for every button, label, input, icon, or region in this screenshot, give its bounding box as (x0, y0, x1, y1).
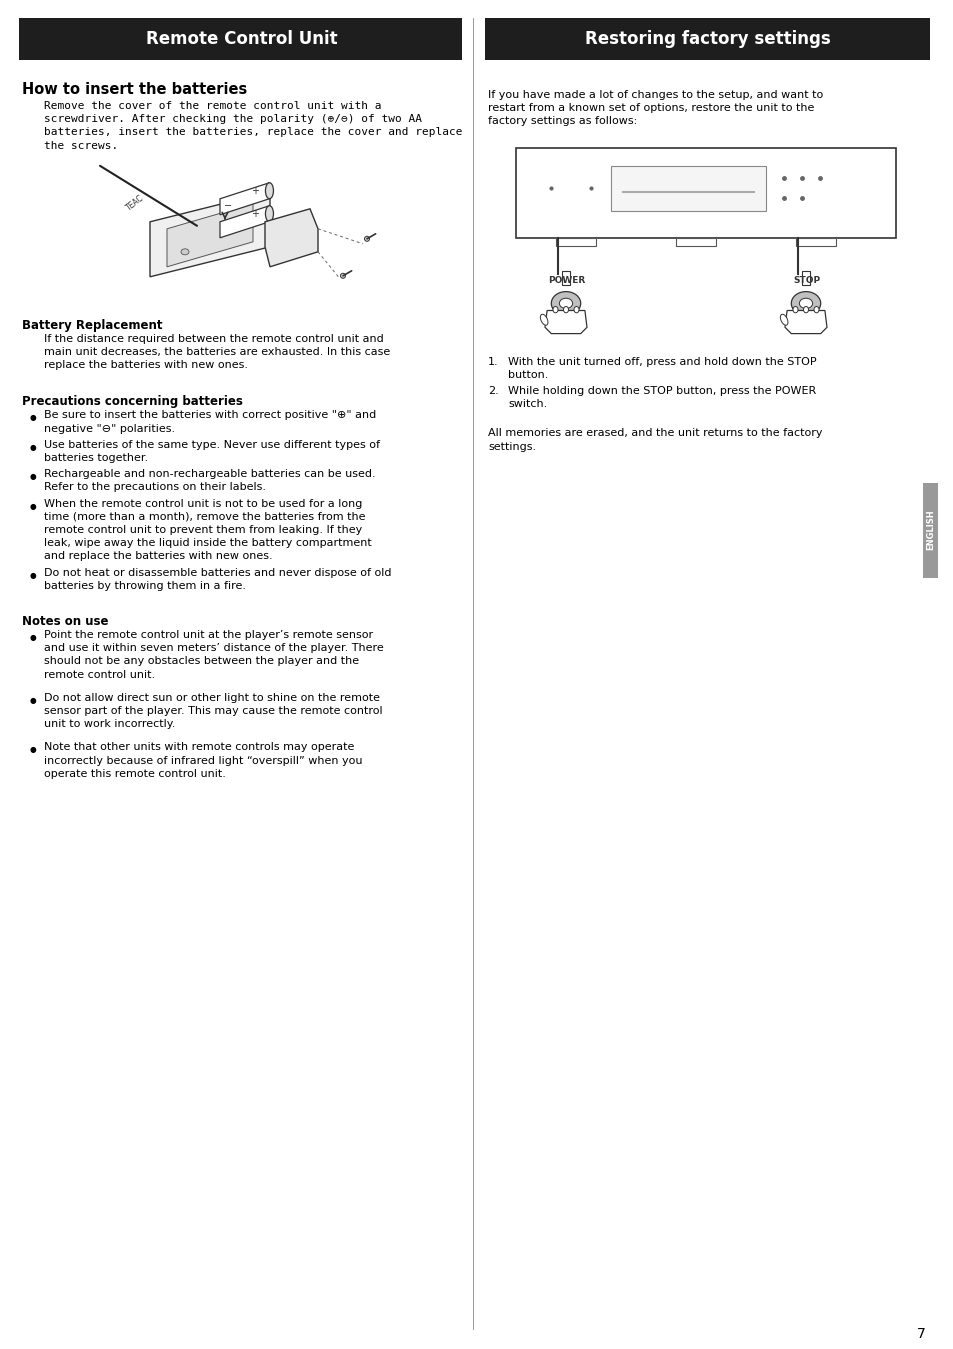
Text: batteries by throwing them in a fire.: batteries by throwing them in a fire. (44, 581, 246, 591)
Text: Do not heat or disassemble batteries and never dispose of old: Do not heat or disassemble batteries and… (44, 568, 391, 577)
Text: +: + (252, 209, 259, 219)
Text: ENGLISH: ENGLISH (925, 510, 934, 550)
Ellipse shape (181, 248, 189, 255)
Ellipse shape (265, 206, 274, 221)
Bar (516, 147, 895, 237)
Text: ●: ● (30, 746, 36, 754)
Ellipse shape (799, 298, 812, 309)
Bar (923, 483, 937, 577)
Text: Do not allow direct sun or other light to shine on the remote: Do not allow direct sun or other light t… (44, 693, 379, 703)
Text: −: − (224, 201, 232, 210)
Ellipse shape (558, 298, 572, 309)
Bar (610, 166, 765, 210)
Ellipse shape (813, 306, 819, 313)
Text: batteries, insert the batteries, replace the cover and replace: batteries, insert the batteries, replace… (44, 127, 462, 138)
Text: switch.: switch. (507, 399, 547, 409)
Text: incorrectly because of infrared light “overspill” when you: incorrectly because of infrared light “o… (44, 755, 362, 766)
Text: With the unit turned off, press and hold down the STOP: With the unit turned off, press and hold… (507, 356, 816, 367)
Text: TEAC: TEAC (125, 194, 146, 213)
Text: ●: ● (30, 696, 36, 704)
Text: ●: ● (30, 571, 36, 580)
Text: remote control unit to prevent them from leaking. If they: remote control unit to prevent them from… (44, 525, 362, 536)
Polygon shape (265, 209, 317, 267)
Ellipse shape (790, 291, 820, 316)
Bar (561, 271, 570, 285)
Ellipse shape (553, 306, 558, 313)
Ellipse shape (563, 306, 568, 313)
Bar (676, 237, 716, 246)
Ellipse shape (340, 274, 345, 278)
Text: ●: ● (30, 633, 36, 642)
Text: ●: ● (30, 413, 36, 422)
Text: Refer to the precautions on their labels.: Refer to the precautions on their labels… (44, 483, 266, 492)
Text: If the distance required between the remote control unit and: If the distance required between the rem… (44, 333, 383, 344)
Polygon shape (544, 310, 586, 333)
Ellipse shape (780, 314, 787, 325)
Text: screwdriver. After checking the polarity (⊕/⊖) of two AA: screwdriver. After checking the polarity… (44, 115, 421, 124)
Text: +: + (252, 186, 259, 196)
Polygon shape (220, 206, 269, 237)
Text: 2.: 2. (488, 386, 498, 397)
Text: POWER: POWER (547, 275, 584, 285)
Text: the screws.: the screws. (44, 140, 118, 151)
Text: Be sure to insert the batteries with correct positive "⊕" and: Be sure to insert the batteries with cor… (44, 410, 375, 421)
Text: operate this remote control unit.: operate this remote control unit. (44, 769, 226, 778)
Ellipse shape (802, 306, 808, 313)
Text: restart from a known set of options, restore the unit to the: restart from a known set of options, res… (488, 104, 814, 113)
Bar (801, 271, 809, 285)
Text: STOP: STOP (792, 275, 820, 285)
Text: When the remote control unit is not to be used for a long: When the remote control unit is not to b… (44, 499, 362, 509)
Polygon shape (167, 204, 253, 267)
Text: Rechargeable and non-rechargeable batteries can be used.: Rechargeable and non-rechargeable batter… (44, 469, 375, 479)
Text: sensor part of the player. This may cause the remote control: sensor part of the player. This may caus… (44, 706, 382, 716)
Text: replace the batteries with new ones.: replace the batteries with new ones. (44, 360, 248, 370)
Text: Use batteries of the same type. Never use different types of: Use batteries of the same type. Never us… (44, 440, 379, 449)
Ellipse shape (792, 306, 797, 313)
Text: 7: 7 (916, 1327, 925, 1341)
Text: button.: button. (507, 370, 548, 380)
Text: Restoring factory settings: Restoring factory settings (584, 30, 830, 49)
Text: remote control unit.: remote control unit. (44, 669, 155, 680)
Text: How to insert the batteries: How to insert the batteries (22, 82, 247, 97)
Ellipse shape (265, 182, 274, 198)
Text: leak, wipe away the liquid inside the battery compartment: leak, wipe away the liquid inside the ba… (44, 538, 372, 548)
Text: All memories are erased, and the unit returns to the factory: All memories are erased, and the unit re… (488, 429, 821, 438)
Polygon shape (150, 192, 270, 277)
Text: If you have made a lot of changes to the setup, and want to: If you have made a lot of changes to the… (488, 90, 822, 100)
Text: batteries together.: batteries together. (44, 453, 148, 463)
Text: While holding down the STOP button, press the POWER: While holding down the STOP button, pres… (507, 386, 816, 397)
Text: Notes on use: Notes on use (22, 615, 109, 629)
Ellipse shape (364, 236, 369, 241)
Ellipse shape (574, 306, 578, 313)
Polygon shape (220, 182, 269, 214)
Bar (19, 18, 461, 59)
Text: should not be any obstacles between the player and the: should not be any obstacles between the … (44, 657, 358, 666)
Bar (795, 237, 835, 246)
Text: and replace the batteries with new ones.: and replace the batteries with new ones. (44, 552, 273, 561)
Text: factory settings as follows:: factory settings as follows: (488, 116, 637, 127)
Ellipse shape (551, 291, 580, 316)
Text: time (more than a month), remove the batteries from the: time (more than a month), remove the bat… (44, 511, 365, 522)
Text: Battery Replacement: Battery Replacement (22, 318, 162, 332)
Text: Precautions concerning batteries: Precautions concerning batteries (22, 395, 243, 409)
Text: settings.: settings. (488, 441, 536, 452)
Text: Note that other units with remote controls may operate: Note that other units with remote contro… (44, 742, 354, 753)
Polygon shape (784, 310, 826, 333)
Text: main unit decreases, the batteries are exhausted. In this case: main unit decreases, the batteries are e… (44, 347, 390, 357)
Text: Point the remote control unit at the player’s remote sensor: Point the remote control unit at the pla… (44, 630, 373, 639)
Text: ●: ● (30, 442, 36, 452)
Text: ●: ● (30, 502, 36, 511)
Text: Remove the cover of the remote control unit with a: Remove the cover of the remote control u… (44, 101, 381, 111)
Bar (484, 18, 929, 59)
Text: Remote Control Unit: Remote Control Unit (146, 30, 337, 49)
Text: unit to work incorrectly.: unit to work incorrectly. (44, 719, 175, 730)
Bar (556, 237, 596, 246)
Ellipse shape (539, 314, 547, 325)
Text: 1.: 1. (488, 356, 498, 367)
Text: and use it within seven meters’ distance of the player. There: and use it within seven meters’ distance… (44, 643, 383, 653)
Text: ●: ● (30, 472, 36, 482)
Text: negative "⊖" polarities.: negative "⊖" polarities. (44, 424, 175, 433)
